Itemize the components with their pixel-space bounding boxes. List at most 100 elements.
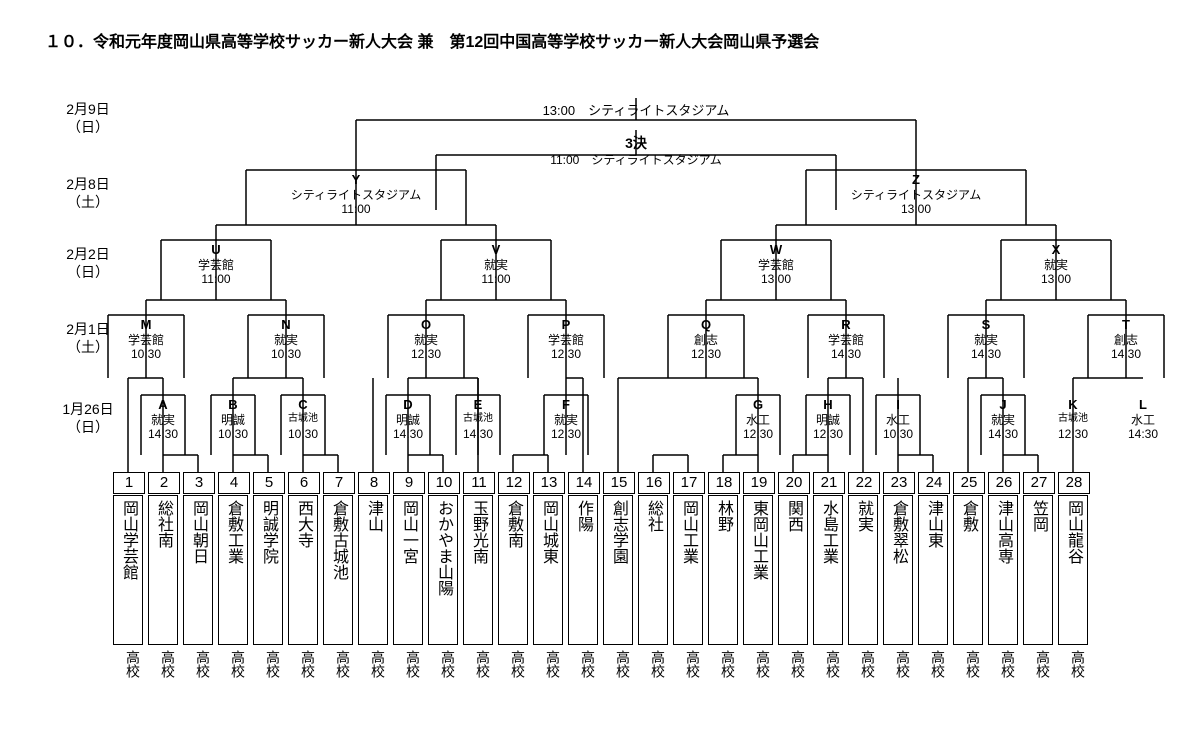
match-venue: 水工 — [1118, 413, 1168, 427]
match-time: 13:00 — [716, 272, 836, 286]
third-sub: 11:00 シティライトスタジアム — [486, 153, 786, 167]
match-time: 12:30 — [381, 347, 471, 361]
team-name: 水島工業 — [813, 495, 843, 645]
match-venue: 古城池 — [453, 413, 503, 425]
team-name: 倉敷古城池 — [323, 495, 353, 645]
match-venue: 学芸館 — [101, 333, 191, 347]
team-suffix: 高校 — [358, 650, 388, 678]
round-date: 2月2日（日） — [53, 245, 123, 281]
team-suffix: 高校 — [883, 650, 913, 678]
match-time: 14:30 — [941, 347, 1031, 361]
match-id: E — [453, 397, 503, 413]
match-id: V — [436, 242, 556, 258]
match-venue: シティライトスタジアム — [816, 188, 1016, 202]
match-time: 10:30 — [873, 427, 923, 441]
round-date: 1月26日（日） — [53, 400, 123, 436]
team-number: 1 — [113, 472, 145, 494]
team-number: 15 — [603, 472, 635, 494]
match-id: F — [541, 397, 591, 413]
team-suffix: 高校 — [953, 650, 983, 678]
match-time: 11:00 — [436, 272, 556, 286]
match-time: 14:30 — [453, 427, 503, 441]
team-suffix: 高校 — [323, 650, 353, 678]
match-venue: 創志 — [661, 333, 751, 347]
team-number: 8 — [358, 472, 390, 494]
team-number: 16 — [638, 472, 670, 494]
match-time: 12:30 — [521, 347, 611, 361]
match-id: J — [978, 397, 1028, 413]
team-suffix: 高校 — [988, 650, 1018, 678]
team-number: 9 — [393, 472, 425, 494]
match-venue: シティライトスタジアム — [256, 188, 456, 202]
match-time: 10:30 — [101, 347, 191, 361]
team-name: 関西 — [778, 495, 808, 645]
team-suffix: 高校 — [463, 650, 493, 678]
team-suffix: 高校 — [393, 650, 423, 678]
team-name: 岡山学芸館 — [113, 495, 143, 645]
team-number: 5 — [253, 472, 285, 494]
match-venue: 就実 — [138, 413, 188, 427]
match-id: H — [803, 397, 853, 413]
team-number: 14 — [568, 472, 600, 494]
team-suffix: 高校 — [638, 650, 668, 678]
match-id: I — [873, 397, 923, 413]
match-venue: 学芸館 — [716, 258, 836, 272]
team-suffix: 高校 — [1058, 650, 1088, 678]
team-name: 明誠学院 — [253, 495, 283, 645]
match-venue: 学芸館 — [521, 333, 611, 347]
match-id: D — [383, 397, 433, 413]
team-name: 倉敷翠松 — [883, 495, 913, 645]
match-time: 14:30 — [1081, 347, 1171, 361]
team-number: 11 — [463, 472, 495, 494]
team-number: 28 — [1058, 472, 1090, 494]
match-id: C — [278, 397, 328, 413]
round-date: 2月9日（日） — [53, 100, 123, 136]
team-suffix: 高校 — [848, 650, 878, 678]
team-number: 20 — [778, 472, 810, 494]
match-venue: 就実 — [436, 258, 556, 272]
team-name: 倉敷 — [953, 495, 983, 645]
team-number: 3 — [183, 472, 215, 494]
team-name: おかやま山陽 — [428, 495, 458, 645]
team-name: 作陽 — [568, 495, 598, 645]
match-venue: 明誠 — [803, 413, 853, 427]
match-id: Q — [661, 317, 751, 333]
match-id: O — [381, 317, 471, 333]
match-time: 11:00 — [256, 202, 456, 216]
match-venue: 学芸館 — [156, 258, 276, 272]
match-time: 10:30 — [241, 347, 331, 361]
match-id: A — [138, 397, 188, 413]
team-number: 12 — [498, 472, 530, 494]
team-suffix: 高校 — [533, 650, 563, 678]
match-id: Z — [816, 172, 1016, 188]
team-name: 津山東 — [918, 495, 948, 645]
team-number: 27 — [1023, 472, 1055, 494]
match-id: G — [733, 397, 783, 413]
match-venue: 就実 — [541, 413, 591, 427]
third-label: 3決 — [586, 135, 686, 152]
match-id: X — [996, 242, 1116, 258]
match-id: W — [716, 242, 836, 258]
match-venue: 水工 — [733, 413, 783, 427]
team-name: 玉野光南 — [463, 495, 493, 645]
match-venue: 古城池 — [1048, 413, 1098, 425]
match-venue: 学芸館 — [801, 333, 891, 347]
match-time: 12:30 — [733, 427, 783, 441]
match-id: Y — [256, 172, 456, 188]
team-suffix: 高校 — [288, 650, 318, 678]
team-number: 4 — [218, 472, 250, 494]
match-time: 13:00 — [996, 272, 1116, 286]
team-number: 25 — [953, 472, 985, 494]
match-venue: 明誠 — [208, 413, 258, 427]
match-id: R — [801, 317, 891, 333]
team-name: 総社南 — [148, 495, 178, 645]
team-number: 22 — [848, 472, 880, 494]
team-name: 岡山城東 — [533, 495, 563, 645]
match-venue: 水工 — [873, 413, 923, 427]
team-suffix: 高校 — [743, 650, 773, 678]
match-time: 14:30 — [1118, 427, 1168, 441]
team-number: 17 — [673, 472, 705, 494]
team-name: 津山 — [358, 495, 388, 645]
match-time: 10:30 — [278, 427, 328, 441]
team-suffix: 高校 — [1023, 650, 1053, 678]
